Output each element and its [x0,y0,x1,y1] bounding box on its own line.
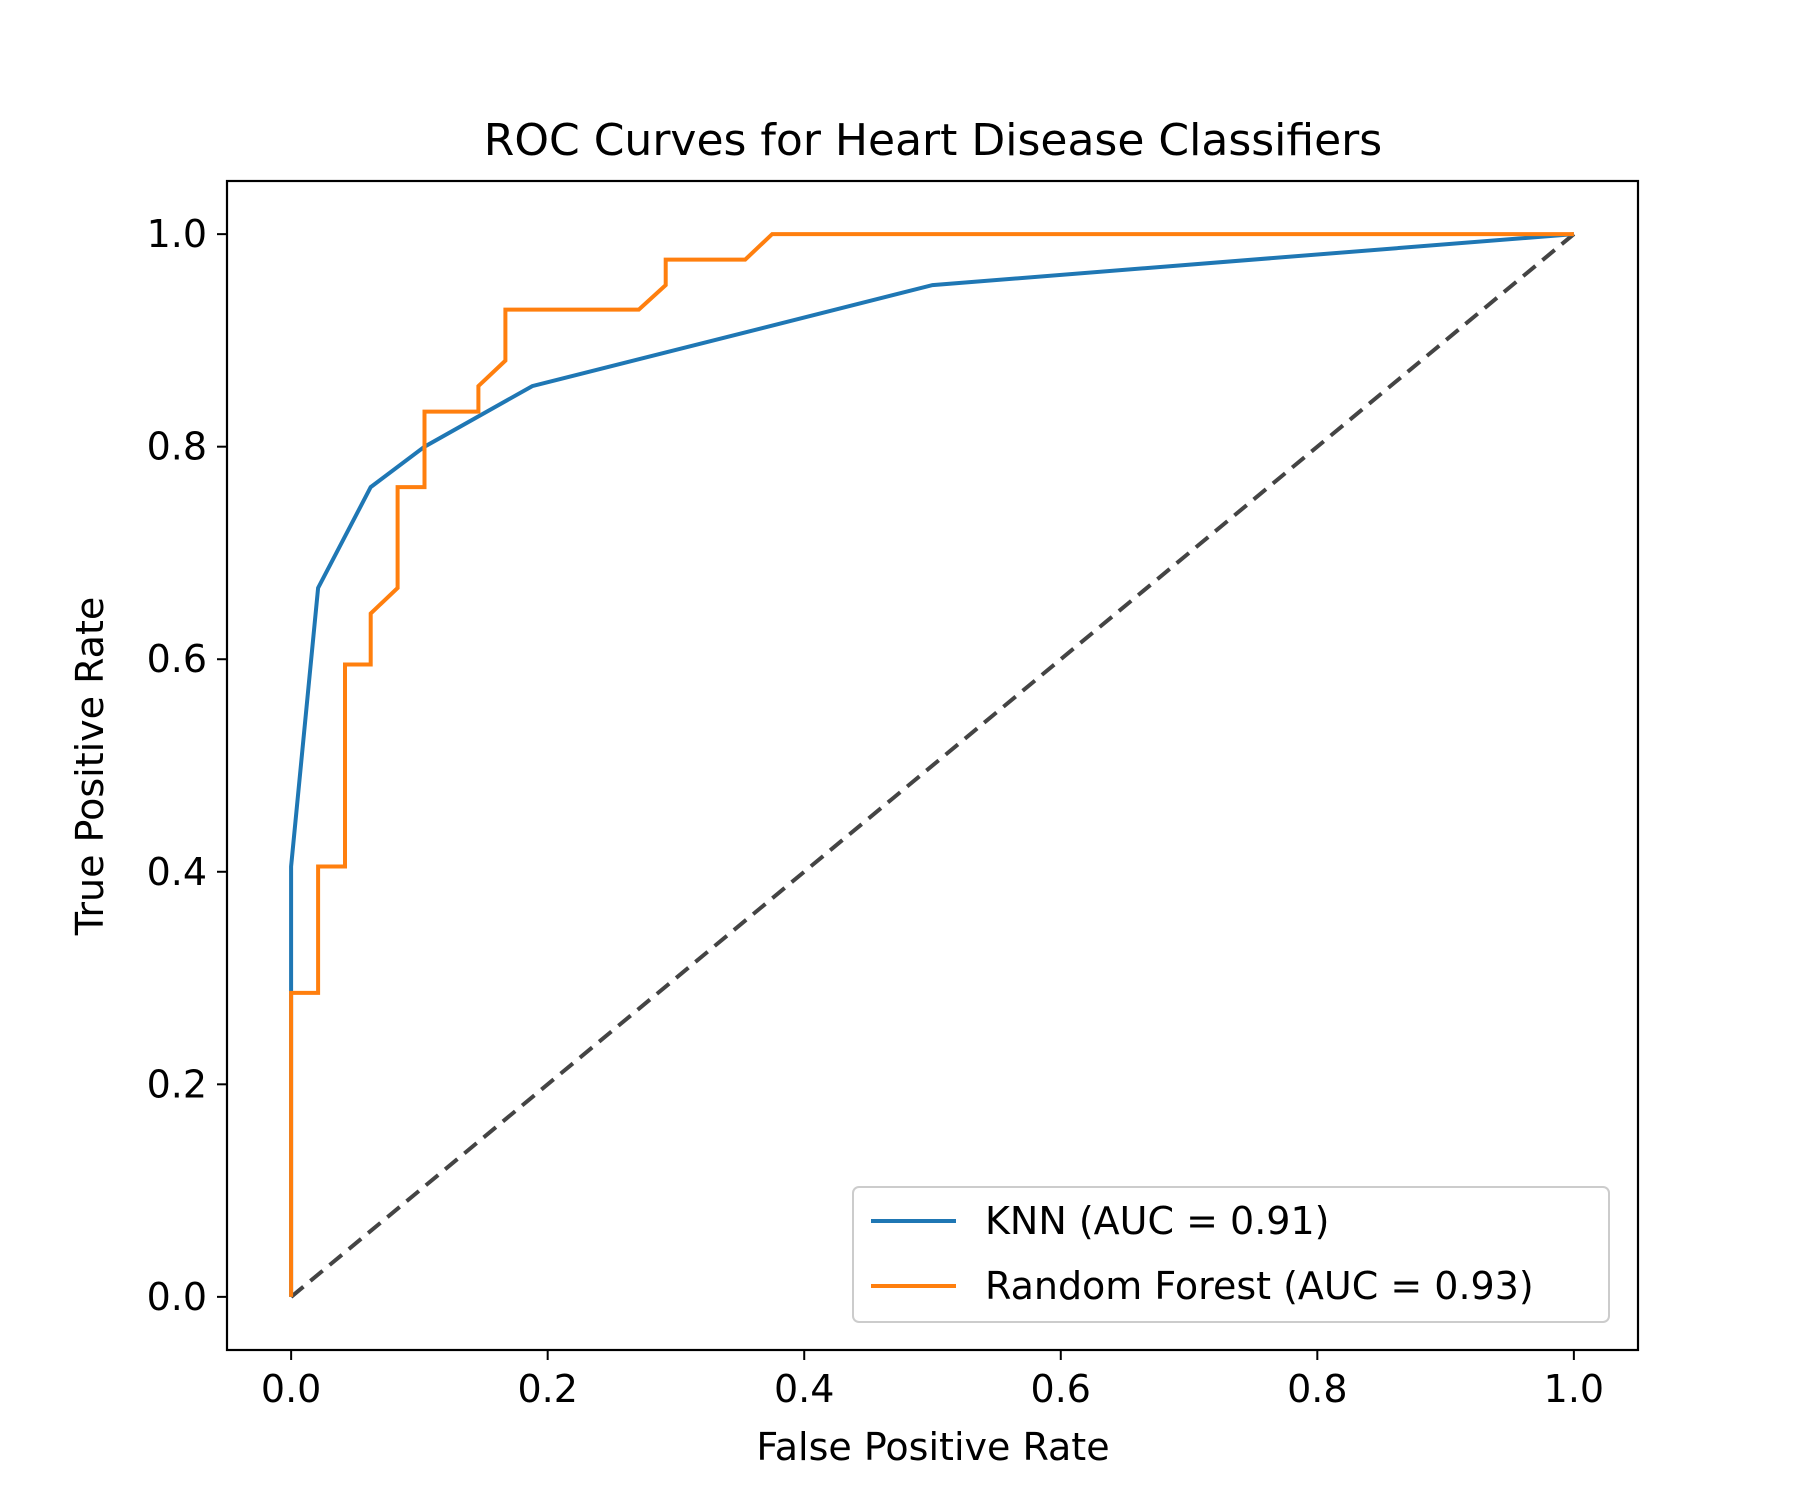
chart-title: ROC Curves for Heart Disease Classifiers [484,115,1382,166]
x-tick-label: 0.4 [774,1367,834,1411]
legend-label: KNN (AUC = 0.91) [985,1199,1329,1243]
y-tick-label: 0.4 [147,850,207,894]
x-tick-label: 0.0 [261,1367,321,1411]
y-axis-label: True Positive Rate [68,597,112,937]
x-tick-label: 0.6 [1031,1367,1091,1411]
legend-label: Random Forest (AUC = 0.93) [985,1264,1534,1308]
y-tick-label: 0.2 [147,1062,207,1106]
y-tick-label: 0.8 [147,425,207,469]
y-tick-label: 0.0 [147,1275,207,1319]
y-tick-label: 1.0 [147,212,207,256]
y-tick-label: 0.6 [147,637,207,681]
plot-area: 0.0 0.2 0.4 0.6 0.8 1.0 0.0 0.2 0.4 0.6 0.8 1.0 [147,179,1640,1411]
legend-box [852,1186,1610,1323]
series-line-random-forest [289,232,1574,1297]
x-tick-label: 0.2 [517,1367,577,1411]
reference-diagonal-line [289,232,1576,1299]
x-tick-label: 0.8 [1287,1367,1347,1411]
series-line-knn [289,232,1575,1297]
legend: KNN (AUC = 0.91) Random Forest (AUC = 0.9… [852,1186,1610,1323]
x-tick-label: 1.0 [1544,1367,1604,1411]
x-axis-label: False Positive Rate [756,1425,1109,1469]
plot-frame [225,179,1640,1352]
